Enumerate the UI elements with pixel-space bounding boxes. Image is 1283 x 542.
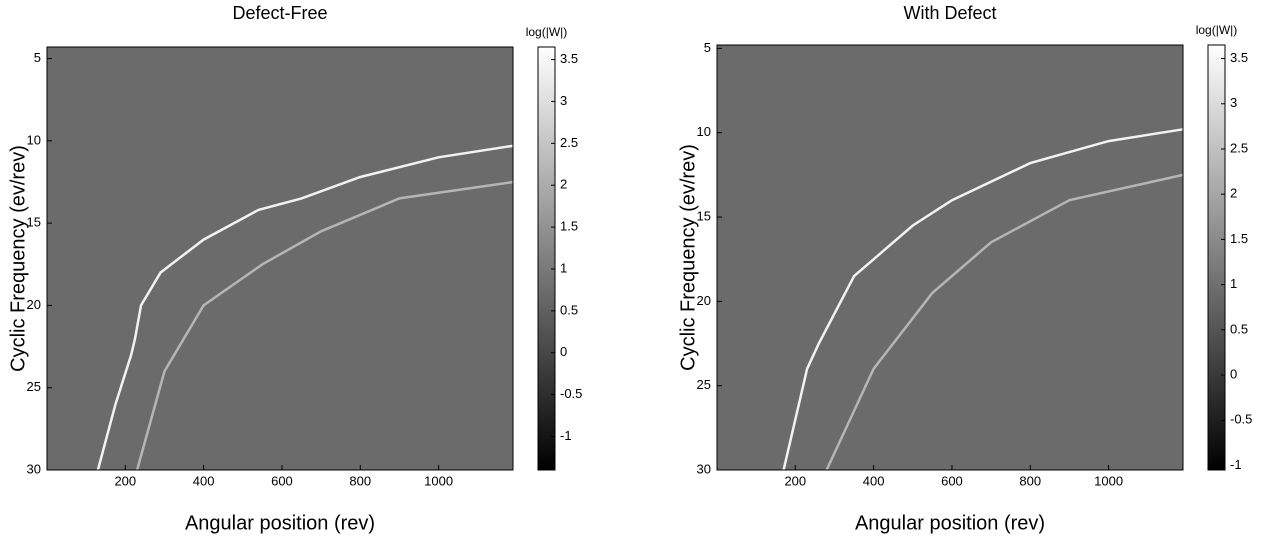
chart-title: With Defect [903,3,996,23]
x-tick-label: 200 [114,473,136,488]
colorbar-tick-label: 3 [1230,95,1237,110]
colorbar-tick-label: 0 [1230,366,1237,381]
colorbar-tick-label: 1 [1230,276,1237,291]
y-tick-label: 30 [27,461,41,476]
colorbar-title: log(|W|) [526,25,568,39]
colorbar-tick-label: 0 [560,344,567,359]
x-tick-label: 400 [863,473,885,488]
x-tick-label: 800 [349,473,371,488]
colorbar-tick-label: 3 [560,93,567,108]
x-tick-label: 800 [1019,473,1041,488]
x-axis-label: Angular position (rev) [855,512,1045,534]
plot-frame [46,46,514,471]
ridge-line [96,144,514,471]
colorbar-tick-label: 3.5 [1230,50,1248,65]
colorbar-tick-label: 2 [1230,186,1237,201]
y-tick-label: 5 [704,40,711,55]
x-tick-label: 1000 [1094,473,1123,488]
colorbar-tick-label: 1 [560,260,567,275]
colorbar-tick-label: 1.5 [560,219,578,234]
y-axis-label: Cyclic Frequency (ev/rev) [7,145,29,372]
colorbar [537,46,556,471]
colorbar-tick-label: 3.5 [560,51,578,66]
y-tick-label: 25 [697,377,711,392]
y-tick-label: 15 [697,208,711,223]
colorbar-tick-label: 0.5 [1230,321,1248,336]
colorbar-tick-label: 2 [560,177,567,192]
x-tick-label: 600 [271,473,293,488]
colorbar-tick-label: 0.5 [560,302,578,317]
colorbar-tick-label: -1 [1230,457,1242,472]
x-tick-label: 1000 [424,473,453,488]
x-tick-label: 200 [784,473,806,488]
y-tick-label: 10 [27,132,41,147]
y-tick-label: 15 [27,215,41,230]
colorbar-tick-label: 2.5 [1230,140,1248,155]
colorbar-tick-label: -1 [560,428,572,443]
x-tick-label: 400 [193,473,215,488]
y-tick-label: 25 [27,379,41,394]
colorbar [1207,44,1226,471]
y-tick-label: 5 [34,50,41,65]
plot-frame [716,44,1184,471]
heatmap-background [47,47,513,470]
ridge-line [782,128,1184,471]
colorbar-title: log(|W|) [1196,23,1238,37]
colorbar-tick-label: 2.5 [560,135,578,150]
x-tick-label: 600 [941,473,963,488]
ridge-line [135,180,514,471]
colorbar-tick-label: 1.5 [1230,231,1248,246]
y-tick-label: 10 [697,124,711,139]
chart-title: Defect-Free [232,3,327,23]
y-tick-label: 20 [27,297,41,312]
heatmap-background [717,45,1183,470]
y-axis-label: Cyclic Frequency (ev/rev) [677,144,699,371]
colorbar-tick-label: -0.5 [560,386,582,401]
ridge-line [825,173,1184,471]
colorbar-tick-label: -0.5 [1230,412,1252,427]
x-axis-label: Angular position (rev) [185,512,375,534]
y-tick-label: 20 [697,293,711,308]
y-tick-label: 30 [697,461,711,476]
